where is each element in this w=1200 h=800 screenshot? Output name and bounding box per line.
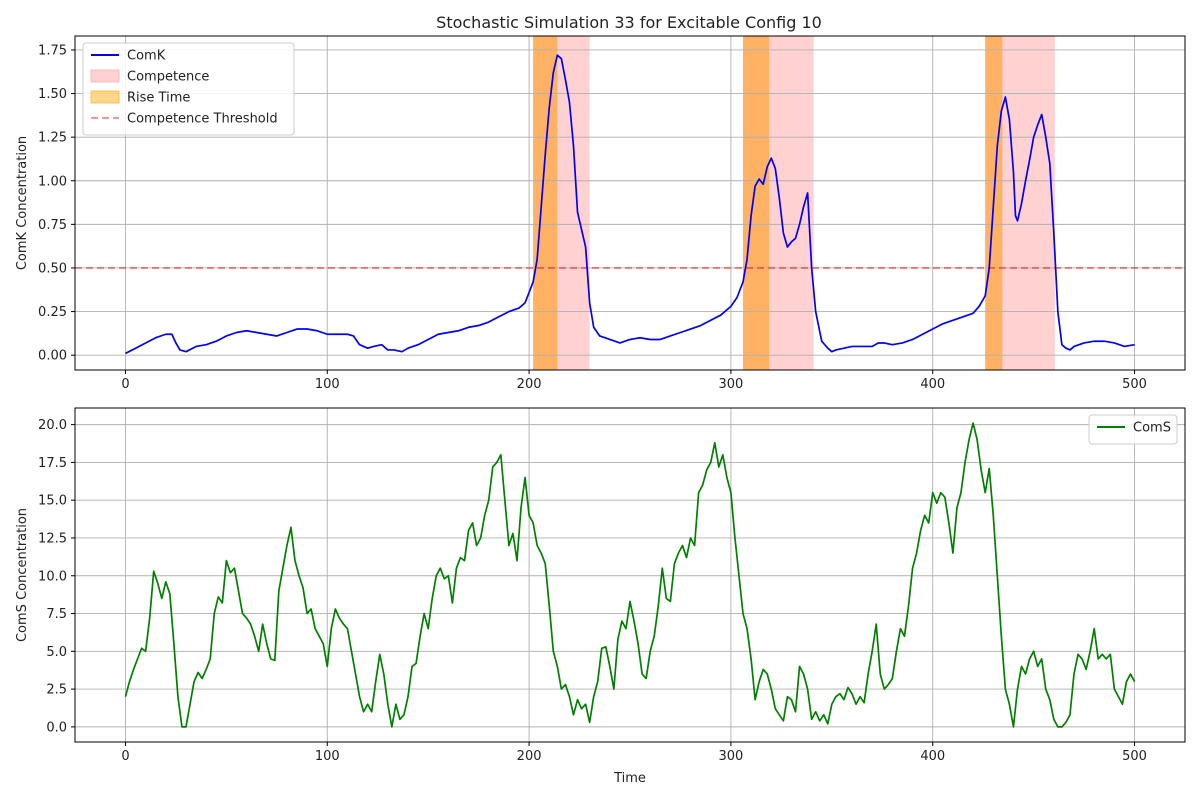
coms-y-tick-label-0: 0.0 (46, 720, 67, 735)
comk-y-tick-label-3: 0.75 (38, 218, 67, 233)
comk-y-tick-label-6: 1.50 (38, 87, 67, 102)
coms-panel: 0 100 200 300 400 500 0.0 2.5 5.0 7.5 10.0 12.5 15.0… (15, 407, 1186, 786)
coms-y-tick-label-1: 2.5 (46, 683, 67, 698)
comk-y-axis-label: ComK Concentration (15, 136, 30, 270)
legend-label-coms: ComS (1133, 421, 1171, 436)
comk-y-tick-label-1: 0.25 (38, 305, 67, 320)
coms-y-tick-label-2: 5.0 (46, 645, 67, 660)
coms-y-tick-label-5: 12.5 (38, 531, 67, 546)
legend-swatch-competence (90, 69, 120, 83)
coms-x-tick-label-4: 400 (920, 749, 945, 764)
coms-x-tick-label-3: 300 (718, 749, 743, 764)
comk-x-tick-label-5: 500 (1122, 377, 1147, 392)
comk-y-tick-label-5: 1.25 (38, 131, 67, 146)
comk-x-tick-label-2: 200 (517, 377, 542, 392)
comk-panel: 0 100 200 300 400 500 0.00 0.25 0.50 0.75 1.00 1.25… (15, 35, 1186, 392)
coms-y-tick-label-4: 10.0 (38, 569, 67, 584)
coms-axes-frame (74, 407, 1186, 743)
comk-y-tick-label-7: 1.75 (38, 43, 67, 58)
comk-x-tick-label-1: 100 (315, 377, 340, 392)
comk-legend: ComK Competence Rise Time Competence Thresh… (82, 42, 295, 136)
coms-x-tick-label-5: 500 (1122, 749, 1147, 764)
coms-x-tick-label-1: 100 (315, 749, 340, 764)
coms-series-line (124, 422, 1136, 728)
coms-y-axis-label: ComS Concentration (15, 508, 30, 642)
comk-y-tick-label-0: 0.00 (38, 349, 67, 364)
coms-x-tick-label-2: 200 (517, 749, 542, 764)
legend-label-rise-time: Rise Time (127, 91, 190, 106)
comk-plot-area (75, 36, 1185, 370)
comk-y-tick-label-2: 0.50 (38, 261, 67, 276)
coms-y-tick-label-3: 7.5 (46, 607, 67, 622)
coms-plot-area (75, 408, 1185, 742)
comk-x-tick-label-0: 0 (121, 377, 129, 392)
comk-axes-frame (74, 35, 1186, 371)
legend-label-competence-threshold: Competence Threshold (127, 112, 278, 127)
comk-legend-box (82, 42, 295, 136)
rise-time-span-1 (743, 36, 770, 370)
comk-y-tick-label-4: 1.00 (38, 174, 67, 189)
coms-x-axis-label: Time (613, 771, 646, 786)
coms-y-tick-label-6: 15.0 (38, 494, 67, 509)
top-chart-title: Stochastic Simulation 33 for Excitable C… (436, 13, 822, 32)
coms-y-tick-label-8: 20.0 (38, 418, 67, 433)
comk-x-tick-label-3: 300 (718, 377, 743, 392)
comk-x-tick-label-4: 400 (920, 377, 945, 392)
legend-label-competence: Competence (127, 70, 209, 85)
coms-legend-box (1088, 414, 1178, 445)
legend-label-comk: ComK (127, 49, 166, 64)
legend-swatch-rise-time (90, 90, 120, 104)
rise-time-span-0 (533, 36, 558, 370)
coms-legend: ComS (1088, 414, 1178, 445)
coms-x-tick-label-0: 0 (121, 749, 129, 764)
coms-y-tick-label-7: 17.5 (38, 456, 67, 471)
comk-series-line (125, 54, 1135, 355)
